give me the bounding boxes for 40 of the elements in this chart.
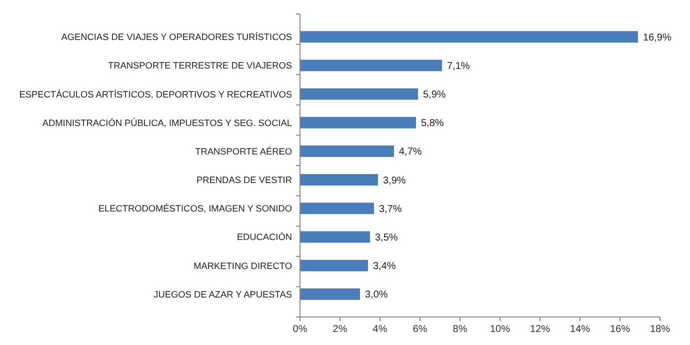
bar: [300, 260, 368, 272]
data-label: 3,0%: [365, 290, 388, 301]
y-tick-label: EDUCACIÓN: [236, 232, 292, 242]
y-tick-label: TRANSPORTE AÉREO: [195, 146, 292, 156]
y-tick-label: JUEGOS DE AZAR Y APUESTAS: [154, 289, 292, 300]
bar: [300, 202, 374, 214]
x-tick-label: 14%: [570, 324, 590, 335]
x-tick-label: 18%: [650, 324, 670, 335]
x-tick-label: 8%: [452, 324, 468, 335]
data-label: 4,7%: [399, 146, 422, 158]
y-tick-label: ADMINISTRACIÓN PÚBLICA, IMPUESTOS Y SEG. SOCIAL: [42, 118, 292, 128]
bar: [300, 88, 418, 100]
data-label: 3,5%: [375, 232, 398, 244]
data-label: 3,4%: [373, 261, 396, 272]
data-label: 5,9%: [423, 90, 446, 101]
bar: [300, 31, 638, 43]
y-tick-label: MARKETING DIRECTO: [194, 260, 292, 271]
bar: [300, 116, 416, 128]
data-label: 16,9%: [643, 32, 672, 44]
data-label: 3,9%: [383, 175, 406, 186]
y-tick-label: ESPECTÁCULOS ARTÍSTICOS, DEPORTIVOS Y RECREATIVOS: [19, 89, 292, 100]
x-tick-label: 6%: [412, 324, 428, 335]
bar: [300, 288, 360, 300]
x-tick-label: 16%: [610, 324, 630, 335]
data-label: 5,8%: [421, 118, 444, 130]
y-tick-label: ELECTRODOMÉSTICOS, IMAGEN Y SONIDO: [98, 204, 292, 214]
bar: [300, 60, 442, 72]
y-tick-label: PRENDAS DE VESTIR: [196, 175, 292, 186]
bar: [300, 231, 370, 243]
x-tick-label: 0%: [292, 324, 308, 335]
bar: [300, 145, 394, 157]
x-tick-label: 2%: [332, 324, 348, 335]
x-tick-label: 12%: [530, 324, 550, 335]
x-tick-label: 4%: [372, 324, 388, 335]
data-label: 3,7%: [379, 204, 402, 215]
y-tick-label: TRANSPORTE TERRESTRE DE VIAJEROS: [108, 60, 292, 71]
bar: [300, 174, 378, 186]
x-tick-label: 10%: [490, 324, 510, 335]
y-tick-label: AGENCIAS DE VIAJES Y OPERADORES TURÍSTICOS: [61, 32, 292, 42]
data-label: 7,1%: [447, 60, 470, 72]
